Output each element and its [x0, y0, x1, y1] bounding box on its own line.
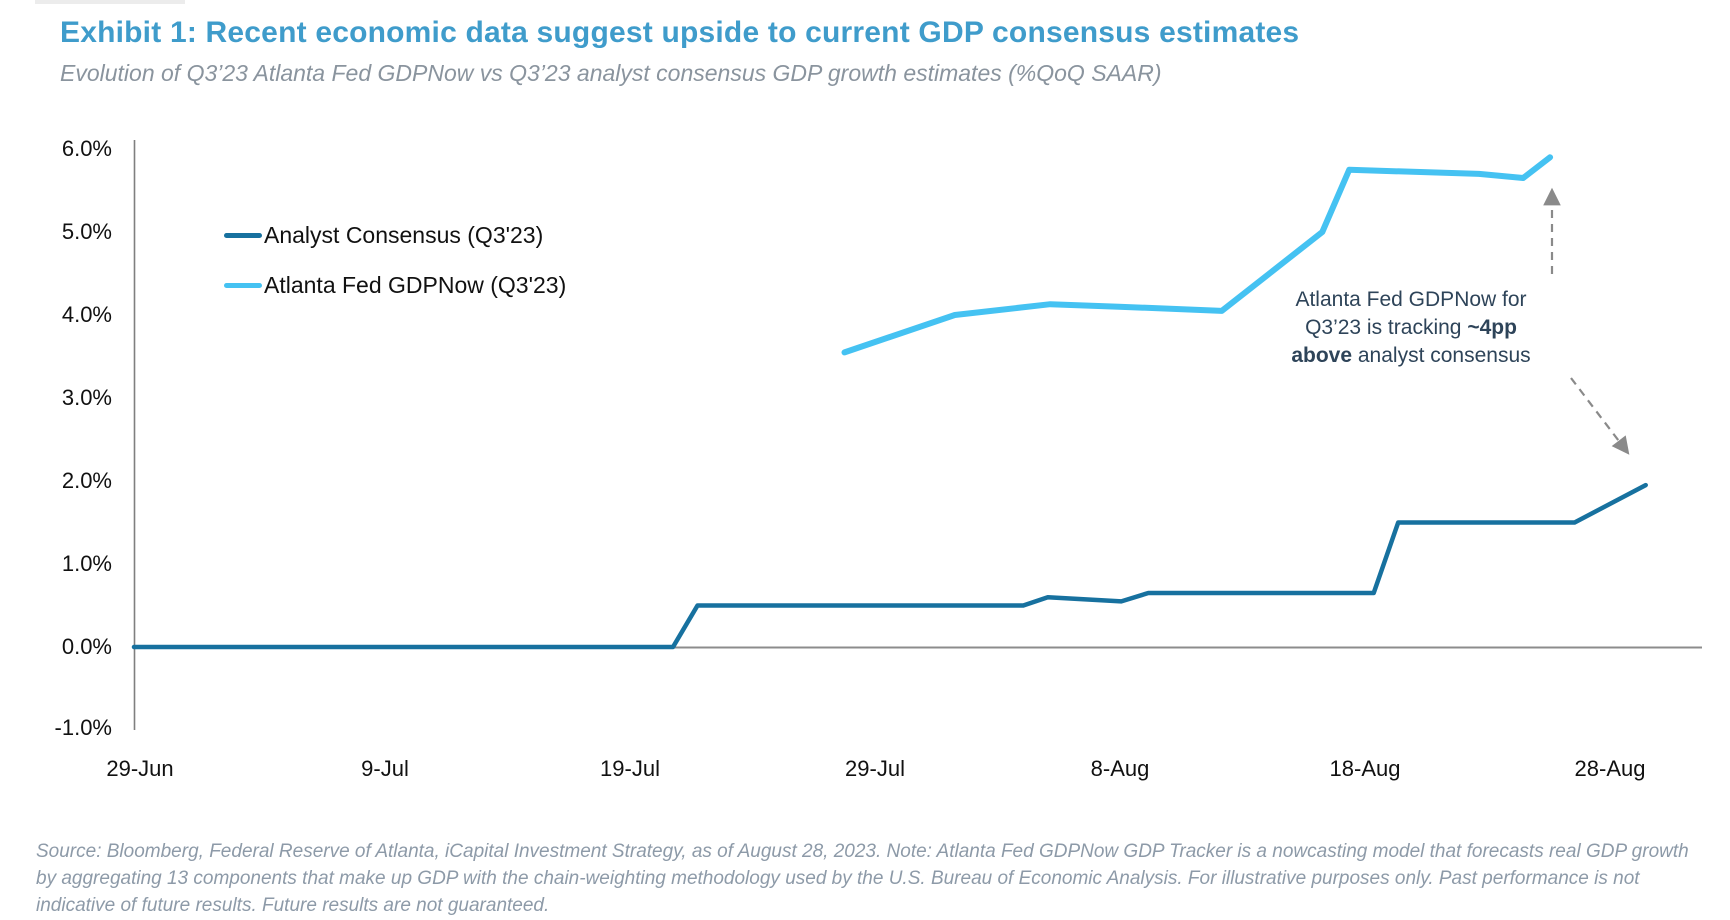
y-axis-tick-label: -1.0%	[54, 715, 112, 740]
legend-line-swatch-light-blue	[224, 282, 262, 288]
legend-line-swatch-dark-blue	[224, 232, 262, 238]
x-axis-tick-label: 28-Aug	[1574, 756, 1646, 781]
screenshot-artifact	[35, 0, 185, 4]
annotation-callout: Atlanta Fed GDPNow for Q3’23 is tracking…	[1278, 286, 1544, 370]
y-axis-tick-label: 5.0%	[61, 219, 112, 244]
y-axis-tick-label: 2.0%	[61, 468, 112, 493]
legend-label: Analyst Consensus (Q3'23)	[264, 221, 544, 248]
page-subtitle: Evolution of Q3’23 Atlanta Fed GDPNow vs…	[60, 60, 1162, 86]
x-axis-tick-label: 9-Jul	[361, 756, 409, 781]
annotation-text: analyst consensus	[1352, 344, 1531, 367]
y-axis-tick-label: 4.0%	[61, 302, 112, 327]
y-axis-tick-label: 6.0%	[61, 136, 112, 161]
legend-item-atlanta-fed-gdpnow: Atlanta Fed GDPNow (Q3'23)	[224, 272, 566, 298]
x-axis-tick-label: 19-Jul	[600, 756, 660, 781]
annotation-text-bold: ~4pp	[1467, 316, 1517, 339]
legend-item-analyst-consensus: Analyst Consensus (Q3'23)	[224, 222, 566, 248]
chart-legend: Analyst Consensus (Q3'23) Atlanta Fed GD…	[224, 222, 566, 322]
y-axis-tick-label: 1.0%	[61, 551, 112, 576]
legend-label: Atlanta Fed GDPNow (Q3'23)	[264, 271, 567, 298]
series-line-analyst-consensus	[131, 482, 1648, 650]
x-axis-tick-label: 29-Jul	[845, 756, 905, 781]
annotation-text: Q3’23 is tracking	[1305, 316, 1468, 339]
annotation-text: Atlanta Fed GDPNow for	[1295, 288, 1527, 311]
annotation-arrow-down-icon	[1570, 377, 1630, 455]
source-note: Source: Bloomberg, Federal Reserve of At…	[36, 841, 1689, 916]
y-axis-tick-label: 3.0%	[61, 385, 112, 410]
x-axis-tick-label: 29-Jun	[106, 756, 174, 781]
y-axis-tick-label: 0.0%	[61, 634, 112, 659]
page-title: Exhibit 1: Recent economic data suggest …	[60, 16, 1300, 49]
x-axis-tick-label: 18-Aug	[1329, 756, 1401, 781]
x-axis-tick-label: 8-Aug	[1090, 756, 1150, 781]
annotation-text-bold: above	[1291, 344, 1353, 367]
